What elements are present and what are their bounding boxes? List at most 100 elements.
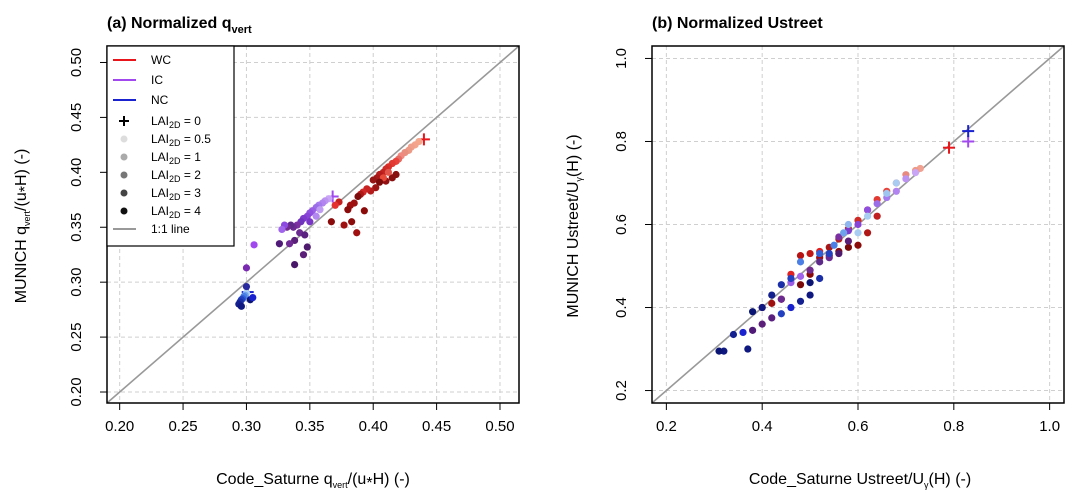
panel-a-wc-point-27 bbox=[344, 206, 352, 214]
panel-b-nc-point-10 bbox=[787, 274, 795, 283]
legend-lai-label-4: LAI2D = 3 bbox=[151, 186, 201, 202]
panel-b-x-ticks: 0.2 0.4 0.6 0.8 1.0 bbox=[656, 403, 1060, 435]
panel-b-ic-point-0 bbox=[962, 135, 975, 148]
panel-a-wc-point-36 bbox=[384, 168, 393, 176]
legend-lai-label-0: LAI2D = 0 bbox=[151, 114, 201, 130]
panel-b-ic-point-16 bbox=[768, 314, 776, 322]
panel-b-nc-point-13 bbox=[758, 303, 766, 312]
panel-b-wc-point-13 bbox=[806, 249, 814, 258]
panel-a-wc-point-33 bbox=[353, 229, 361, 237]
panel-a-ic-point-21 bbox=[275, 240, 284, 248]
panel-a-ic-point-16 bbox=[278, 225, 286, 234]
panel-b-x-tick-label-0: 0.2 bbox=[656, 418, 677, 435]
legend-items: WC IC NC LAI2D = 0 LAI2D = 0.5 LAI2D = 1 LAI2D… bbox=[113, 53, 211, 236]
panel-b-points bbox=[715, 125, 975, 355]
panel-b-y-axis-label: MUNICH Ustreet/Uγ(H) (-) bbox=[565, 134, 584, 317]
panel-a-x-ticks: 0.20 0.25 0.30 0.35 0.40 0.45 0.50 bbox=[105, 403, 515, 435]
panel-a-x-tick-label-2: 0.30 bbox=[232, 418, 261, 435]
panel-a-y-tick-label-2: 0.30 bbox=[68, 268, 85, 297]
panel-a-x-axis-label: Code_Saturne qvert/(u*H) (-) bbox=[216, 471, 410, 492]
panel-b-ic-point-1 bbox=[911, 169, 920, 177]
panel-b-wc-point-20 bbox=[844, 243, 853, 251]
panel-b-nc-point-8 bbox=[816, 249, 824, 258]
panel-b-ic-point-13 bbox=[796, 272, 805, 280]
panel-b-nc-point-23 bbox=[806, 291, 814, 299]
panel-b-title: (b) Normalized Ustreet bbox=[652, 15, 823, 32]
legend-lai-label-3: LAI2D = 2 bbox=[151, 168, 201, 184]
panel-b-nc-point-6 bbox=[840, 229, 848, 237]
panel-a-y-axis-label: MUNICH qvert/(u*H) (-) bbox=[13, 149, 34, 304]
panel-a-wc-point-34 bbox=[327, 218, 335, 226]
legend-lai-label-5: LAI2D = 4 bbox=[151, 204, 201, 220]
panel-a-ic-point-20 bbox=[285, 240, 294, 248]
panel-a-y-tick-label-0: 0.20 bbox=[68, 377, 85, 406]
panel-b-ic-point-5 bbox=[873, 200, 881, 208]
panel-a-x-tick-label-5: 0.45 bbox=[422, 418, 451, 435]
panel-b-wc-point-25 bbox=[873, 212, 881, 220]
panel-a-x-tick-label-3: 0.35 bbox=[295, 418, 324, 435]
panel-b-nc-point-25 bbox=[787, 303, 795, 312]
panel-a-x-tick-label-6: 0.50 bbox=[485, 418, 514, 435]
panel-b-nc-point-16 bbox=[729, 330, 738, 339]
panel-b-y-tick-label-1: 0.4 bbox=[613, 297, 630, 318]
panel-a-nc-point-8 bbox=[237, 302, 245, 310]
panel-b-nc-point-26 bbox=[777, 310, 785, 318]
panel-a-points bbox=[235, 133, 430, 310]
panel-a-one-to-one bbox=[106, 45, 520, 404]
panel-a-y-tick-label-6: 0.50 bbox=[68, 48, 85, 77]
panel-a-ic-point-18 bbox=[301, 231, 309, 239]
panel-b-ic-point-12 bbox=[806, 266, 814, 274]
panel-b-ic-point-6 bbox=[863, 206, 872, 214]
panel-b-y-tick-label-4: 1.0 bbox=[613, 48, 630, 69]
legend-lai-symbol-0 bbox=[119, 116, 129, 126]
panel-b-y-tick-label-2: 0.6 bbox=[613, 214, 630, 235]
panel-b-wc-point-24 bbox=[863, 229, 872, 237]
legend-lai-label-2: LAI2D = 1 bbox=[151, 150, 201, 166]
panel-b-ic-point-15 bbox=[777, 295, 785, 303]
panel-b: (b) Normalized Ustreet 0.2 0.4 0.6 0.8 1.0 0… bbox=[565, 15, 1065, 490]
panel-b-wc-point-19 bbox=[854, 241, 862, 249]
panel-b-wc-point-17 bbox=[768, 299, 776, 307]
panel-a-wc-point-17 bbox=[392, 170, 400, 179]
panel-b-y-ticks: 0.2 0.4 0.6 0.8 1.0 bbox=[613, 48, 652, 401]
panel-a-y-tick-label-4: 0.40 bbox=[68, 158, 85, 187]
panel-b-nc-point-2 bbox=[883, 189, 891, 197]
panel-b-nc-point-20 bbox=[806, 279, 814, 287]
panel-b-ic-point-7 bbox=[854, 220, 862, 229]
panel-a-title: (a) Normalized qvert bbox=[107, 15, 252, 36]
panel-b-nc-point-3 bbox=[863, 212, 872, 220]
panel-a-one-to-one-line bbox=[106, 45, 520, 404]
panel-b-ic-point-19 bbox=[835, 249, 843, 258]
panel-a-ic-point-23 bbox=[299, 251, 308, 259]
panel-b-ic-point-17 bbox=[758, 320, 766, 328]
panel-a-ic-point-28 bbox=[316, 206, 324, 214]
panel-a-nc-point-10 bbox=[249, 293, 257, 302]
panel-b-nc-point-4 bbox=[854, 229, 862, 237]
legend-lai-symbol-2 bbox=[120, 153, 128, 161]
panel-b-ic-point-2 bbox=[902, 175, 910, 183]
legend-label-nc: NC bbox=[151, 93, 169, 107]
panel-a-ic-point-24 bbox=[291, 260, 299, 269]
panel-b-ic-point-20 bbox=[844, 237, 853, 245]
panel-b-nc-point-9 bbox=[796, 258, 805, 266]
panel-b-wc-point-14 bbox=[796, 252, 805, 260]
panel-a-wc-point-15 bbox=[369, 176, 377, 184]
legend-label-one-to-one: 1:1 line bbox=[151, 222, 190, 236]
panel-b-grid bbox=[652, 46, 1064, 403]
panel-a-wc-point-28 bbox=[360, 207, 368, 215]
panel-b-x-axis-label: Code_Saturne Ustreet/Uγ(H) (-) bbox=[749, 471, 971, 490]
panel-a-wc-point-24 bbox=[354, 192, 362, 201]
panel-a-ic-point-27 bbox=[312, 212, 320, 220]
panel-b-y-tick-label-3: 0.8 bbox=[613, 131, 630, 152]
panel-b-nc-point-5 bbox=[844, 220, 853, 229]
panel-a-grid bbox=[107, 46, 519, 403]
legend-label-wc: WC bbox=[151, 53, 171, 67]
panel-a-ic-point-26 bbox=[242, 264, 251, 272]
panel-a-wc-point-37 bbox=[375, 178, 384, 186]
panel-a-legend: WC IC NC LAI2D = 0 LAI2D = 0.5 LAI2D = 1 LAI2D… bbox=[106, 45, 235, 247]
panel-a-ic-point-25 bbox=[250, 241, 258, 249]
legend-label-ic: IC bbox=[151, 73, 163, 87]
panel-b-nc-point-24 bbox=[796, 297, 805, 305]
panel-b-nc-point-7 bbox=[830, 241, 838, 249]
panel-b-y-tick-label-0: 0.2 bbox=[613, 380, 630, 401]
